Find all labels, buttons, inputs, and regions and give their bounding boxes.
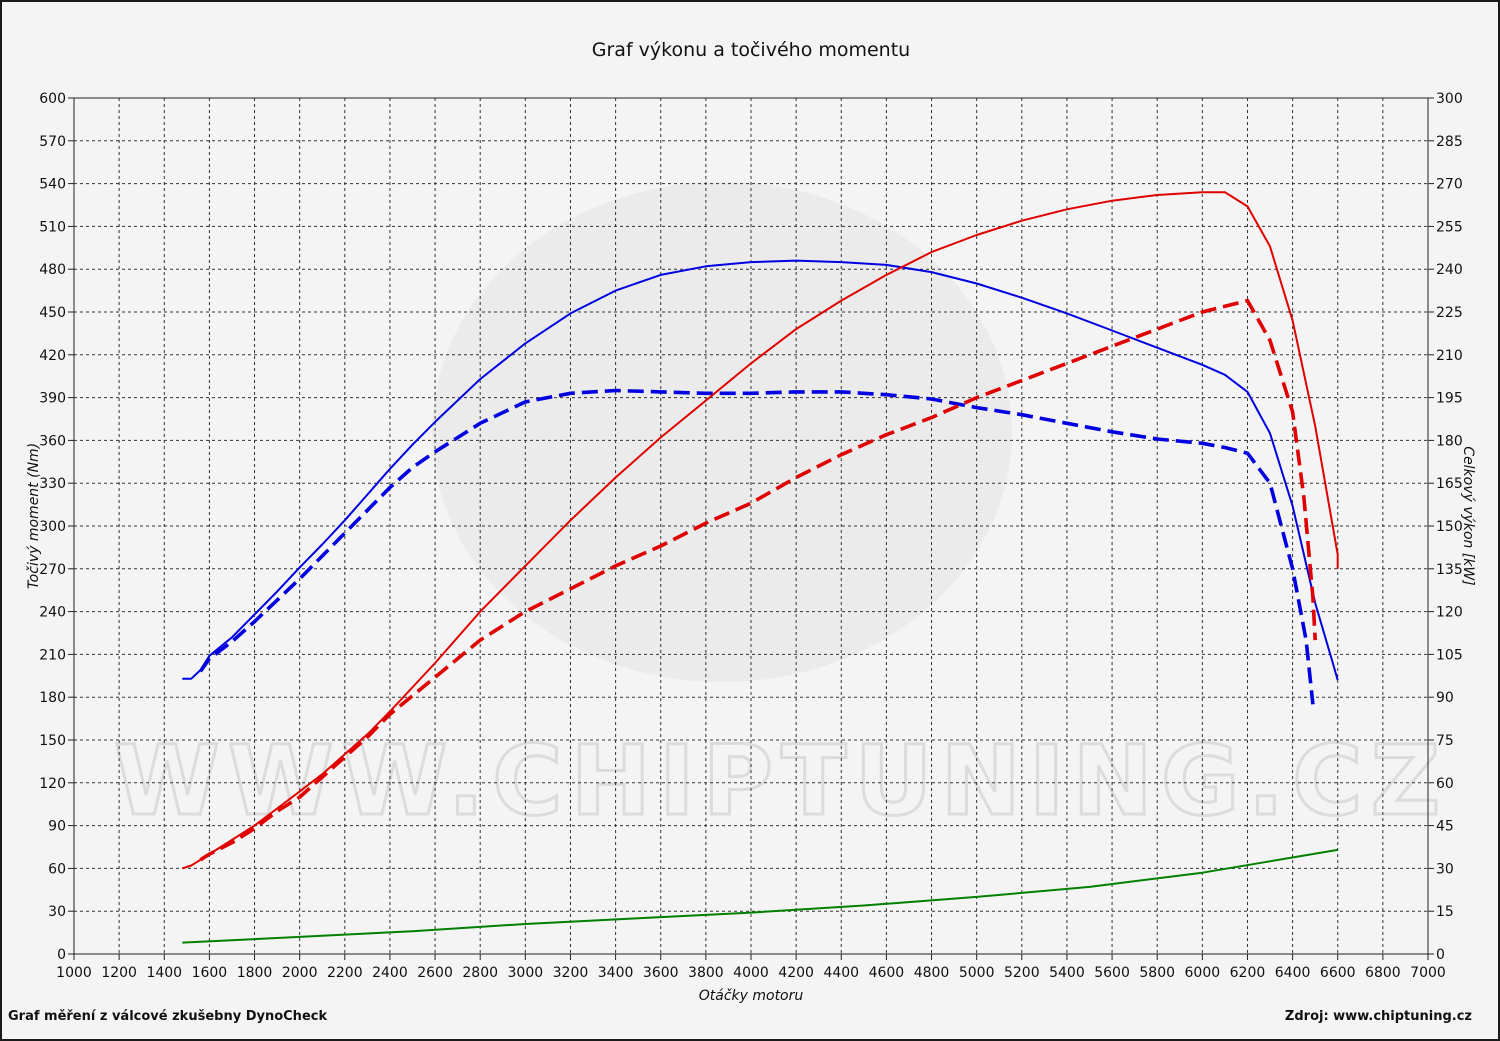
y-right-tick-label: 300 — [1436, 91, 1463, 107]
series-line-4 — [199, 298, 1317, 862]
x-tick-label: 1200 — [101, 965, 137, 981]
x-tick-label: 2000 — [282, 965, 318, 981]
y-right-tick-label: 285 — [1436, 134, 1463, 150]
y-right-tick-label: 15 — [1436, 904, 1454, 920]
y-left-tick-label: 570 — [39, 134, 66, 150]
axes: 1000 1200 1400 1600 1800 2000 2200 2400 2600 2800… — [39, 91, 1462, 981]
y-left-tick-label: 210 — [39, 647, 66, 663]
x-tick-label: 4600 — [869, 965, 905, 981]
y-right-tick-label: 90 — [1436, 690, 1454, 706]
x-tick-label: 2800 — [462, 965, 498, 981]
watermark: WWW.CHIPTUNING.CZ — [112, 182, 1448, 839]
x-tick-label: 3600 — [643, 965, 679, 981]
x-tick-label: 5200 — [1004, 965, 1040, 981]
x-tick-label: 5800 — [1139, 965, 1175, 981]
watermark-logo-icon — [432, 182, 1012, 682]
y-left-tick-label: 390 — [39, 391, 66, 407]
x-tick-label: 4200 — [778, 965, 814, 981]
x-tick-label: 2600 — [417, 965, 453, 981]
series-line-3 — [181, 191, 1339, 870]
y-left-tick-label: 420 — [39, 348, 66, 364]
x-tick-label: 5400 — [1049, 965, 1085, 981]
y-left-tick-label: 540 — [39, 177, 66, 193]
y-left-tick-label: 480 — [39, 262, 66, 278]
x-tick-label: 3400 — [598, 965, 634, 981]
x-tick-label: 5000 — [959, 965, 995, 981]
x-tick-label: 4800 — [914, 965, 950, 981]
footer-source-link: Zdroj: www.chiptuning.cz — [1285, 1009, 1472, 1024]
series-line-1 — [182, 259, 1339, 681]
series-group — [181, 191, 1339, 944]
footer-source-note: Graf měření z válcové zkušebny DynoCheck — [8, 1009, 327, 1024]
y-left-tick-label: 270 — [39, 562, 66, 578]
y-right-tick-label: 225 — [1436, 305, 1463, 321]
y-left-tick-label: 150 — [39, 733, 66, 749]
x-tick-label: 6800 — [1365, 965, 1401, 981]
x-tick-label: 3000 — [508, 965, 544, 981]
x-tick-label: 2200 — [327, 965, 363, 981]
y-left-axis-label: Točivý moment (Nm) — [26, 443, 42, 589]
x-tick-label: 3200 — [553, 965, 589, 981]
y-left-tick-label: 450 — [39, 305, 66, 321]
x-tick-label: 7000 — [1410, 965, 1446, 981]
y-right-tick-label: 165 — [1436, 476, 1463, 492]
y-left-tick-label: 60 — [48, 861, 66, 877]
x-tick-label: 1600 — [192, 965, 228, 981]
watermark-text: WWW.CHIPTUNING.CZ — [114, 725, 1448, 837]
y-left-tick-label: 30 — [48, 904, 66, 920]
grid — [73, 97, 1429, 955]
y-left-tick-label: 300 — [39, 519, 66, 535]
x-tick-label: 4400 — [823, 965, 859, 981]
x-tick-label: 2400 — [372, 965, 408, 981]
x-tick-label: 4000 — [733, 965, 769, 981]
y-right-tick-label: 105 — [1436, 647, 1463, 663]
chart-title: Graf výkonu a točivého momentu — [592, 39, 910, 61]
y-right-tick-label: 0 — [1436, 947, 1445, 963]
y-right-tick-label: 60 — [1436, 776, 1454, 792]
y-left-tick-label: 360 — [39, 433, 66, 449]
y-right-tick-label: 120 — [1436, 605, 1463, 621]
x-tick-label: 3800 — [688, 965, 724, 981]
y-right-tick-label: 210 — [1436, 348, 1463, 364]
y-right-tick-label: 30 — [1436, 861, 1454, 877]
y-right-tick-label: 180 — [1436, 433, 1463, 449]
y-left-tick-label: 180 — [39, 690, 66, 706]
x-axis-label: Otáčky motoru — [699, 988, 804, 1004]
y-right-tick-label: 240 — [1436, 262, 1463, 278]
y-right-tick-label: 255 — [1436, 219, 1463, 235]
y-left-tick-label: 510 — [39, 219, 66, 235]
y-left-tick-label: 240 — [39, 605, 66, 621]
y-left-tick-label: 600 — [39, 91, 66, 107]
x-tick-label: 1400 — [146, 965, 182, 981]
series-line-2 — [198, 388, 1315, 705]
y-left-tick-label: 90 — [48, 819, 66, 835]
x-tick-label: 6200 — [1230, 965, 1266, 981]
x-tick-label: 6400 — [1275, 965, 1311, 981]
y-right-tick-label: 195 — [1436, 391, 1463, 407]
x-tick-label: 1000 — [56, 965, 92, 981]
y-right-tick-label: 150 — [1436, 519, 1463, 535]
y-right-tick-label: 270 — [1436, 177, 1463, 193]
x-tick-label: 1800 — [237, 965, 273, 981]
y-right-axis-label: Celkový výkon [kW] — [1460, 446, 1476, 585]
x-tick-label: 5600 — [1094, 965, 1130, 981]
y-right-tick-label: 75 — [1436, 733, 1454, 749]
series-line-5 — [182, 848, 1338, 944]
y-right-tick-label: 135 — [1436, 562, 1463, 578]
x-tick-label: 6600 — [1320, 965, 1356, 981]
y-left-tick-label: 330 — [39, 476, 66, 492]
y-left-tick-label: 120 — [39, 776, 66, 792]
x-tick-label: 6000 — [1185, 965, 1221, 981]
y-left-tick-label: 0 — [57, 947, 66, 963]
y-right-tick-label: 45 — [1436, 819, 1454, 835]
